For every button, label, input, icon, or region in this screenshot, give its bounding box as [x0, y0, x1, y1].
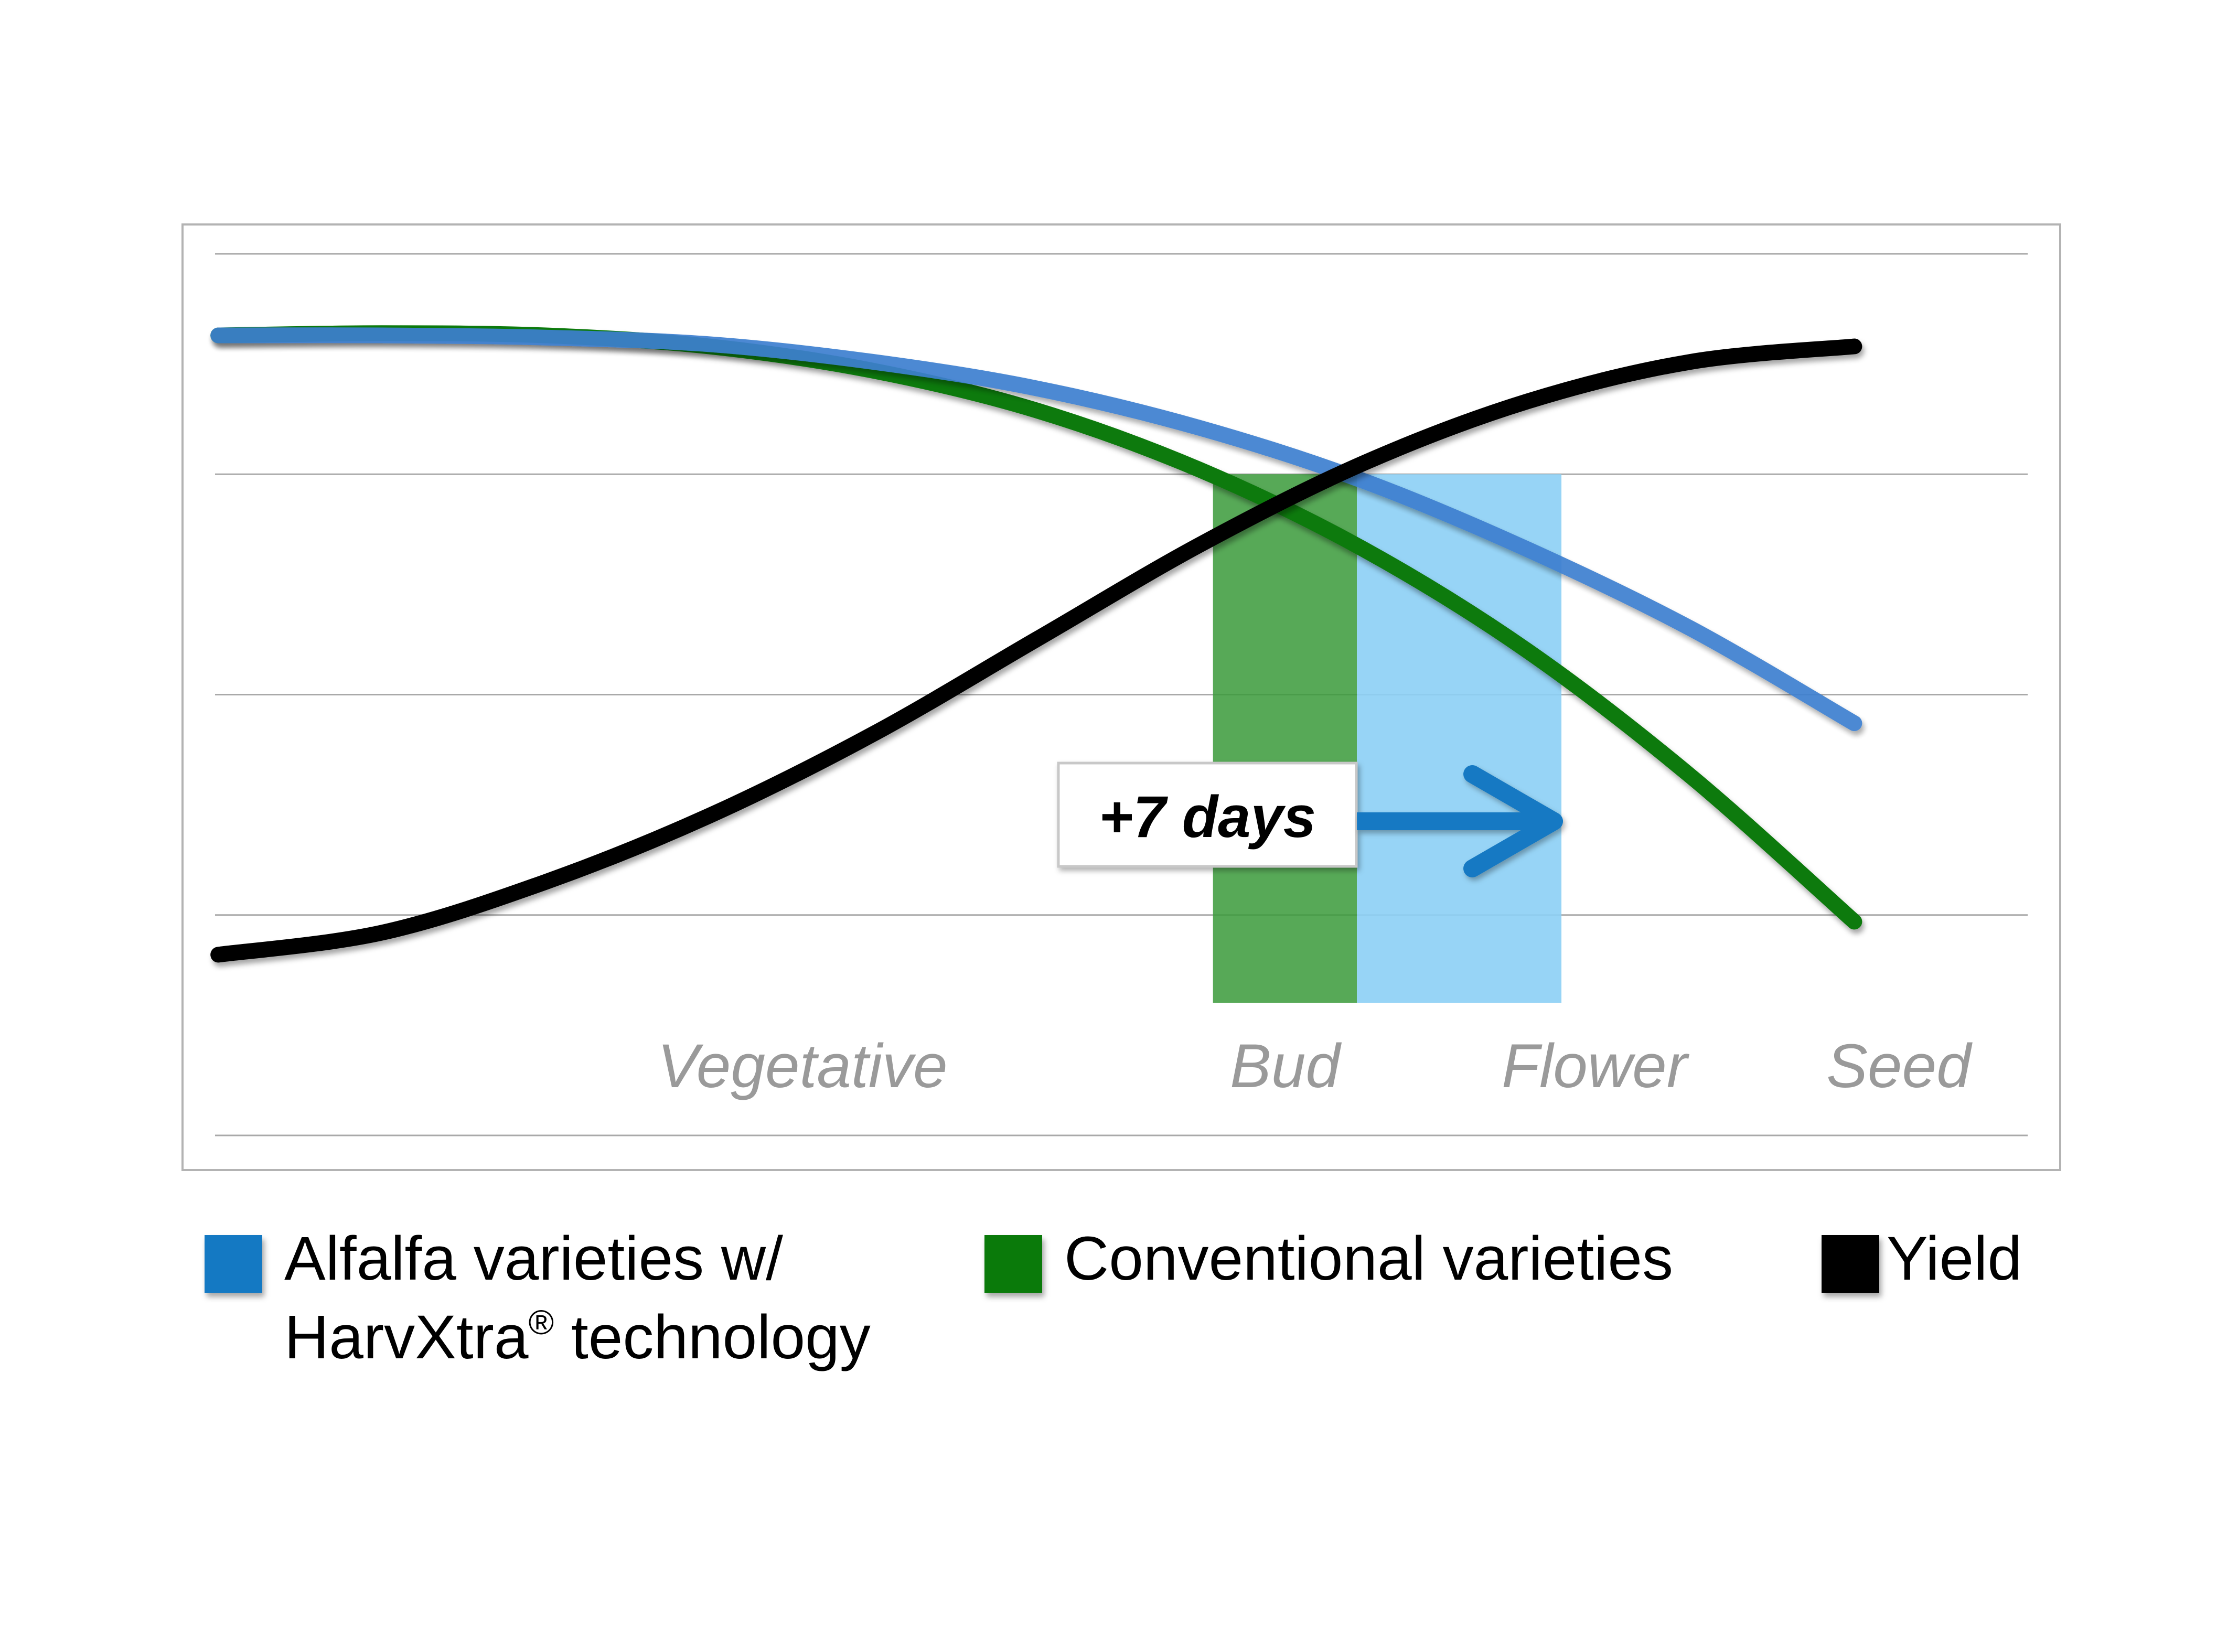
- conventional-swatch: [984, 1235, 1042, 1293]
- legend-item-conventional: Conventional varieties: [984, 1219, 1673, 1298]
- legend-item-yield: Yield: [1822, 1219, 2022, 1298]
- shift-arrow: [1357, 765, 1564, 877]
- gridlines: [215, 253, 2028, 1136]
- alfalfa-label-brand: HarvXtra: [284, 1303, 529, 1372]
- days-annotation: +7 days: [1057, 761, 1564, 877]
- alfalfa-legend-label: Alfalfa varieties w/ HarvXtra® technolog…: [284, 1219, 871, 1377]
- yield-legend-label: Yield: [1887, 1224, 2022, 1293]
- legend: Alfalfa varieties w/ HarvXtra® technolog…: [205, 1219, 2040, 1392]
- alfalfa-swatch: [205, 1235, 262, 1293]
- arrow-head: [1463, 765, 1564, 877]
- yield-swatch: [1822, 1235, 1879, 1293]
- alfalfa-label-line2: HarvXtra® technology: [284, 1298, 871, 1377]
- conventional-legend-label: Conventional varieties: [1064, 1224, 1673, 1293]
- alfalfa-label-tech: technology: [554, 1303, 871, 1372]
- stage-label-seed: Seed: [1826, 1032, 1973, 1101]
- stage-label-flower: Flower: [1502, 1032, 1690, 1101]
- legend-item-alfalfa: Alfalfa varieties w/ HarvXtra® technolog…: [205, 1219, 871, 1377]
- series-line-yield: [210, 338, 1862, 963]
- series-line-alfalfa: [210, 327, 1862, 732]
- stage-label-vegetative: Vegetative: [657, 1032, 947, 1101]
- series-lines: [210, 325, 1862, 963]
- alfalfa-label-line1: Alfalfa varieties w/: [284, 1224, 783, 1293]
- days-callout-text: +7 days: [1099, 784, 1316, 850]
- stage-labels: Vegetative Bud Flower Seed: [657, 1032, 1973, 1101]
- days-callout-box: [1057, 761, 1358, 868]
- stage-bands: [1213, 474, 1562, 1003]
- stage-label-bud: Bud: [1230, 1032, 1342, 1101]
- band-bud: [1213, 474, 1357, 1003]
- registered-mark: ®: [528, 1303, 554, 1342]
- chart-frame: [181, 223, 2061, 1171]
